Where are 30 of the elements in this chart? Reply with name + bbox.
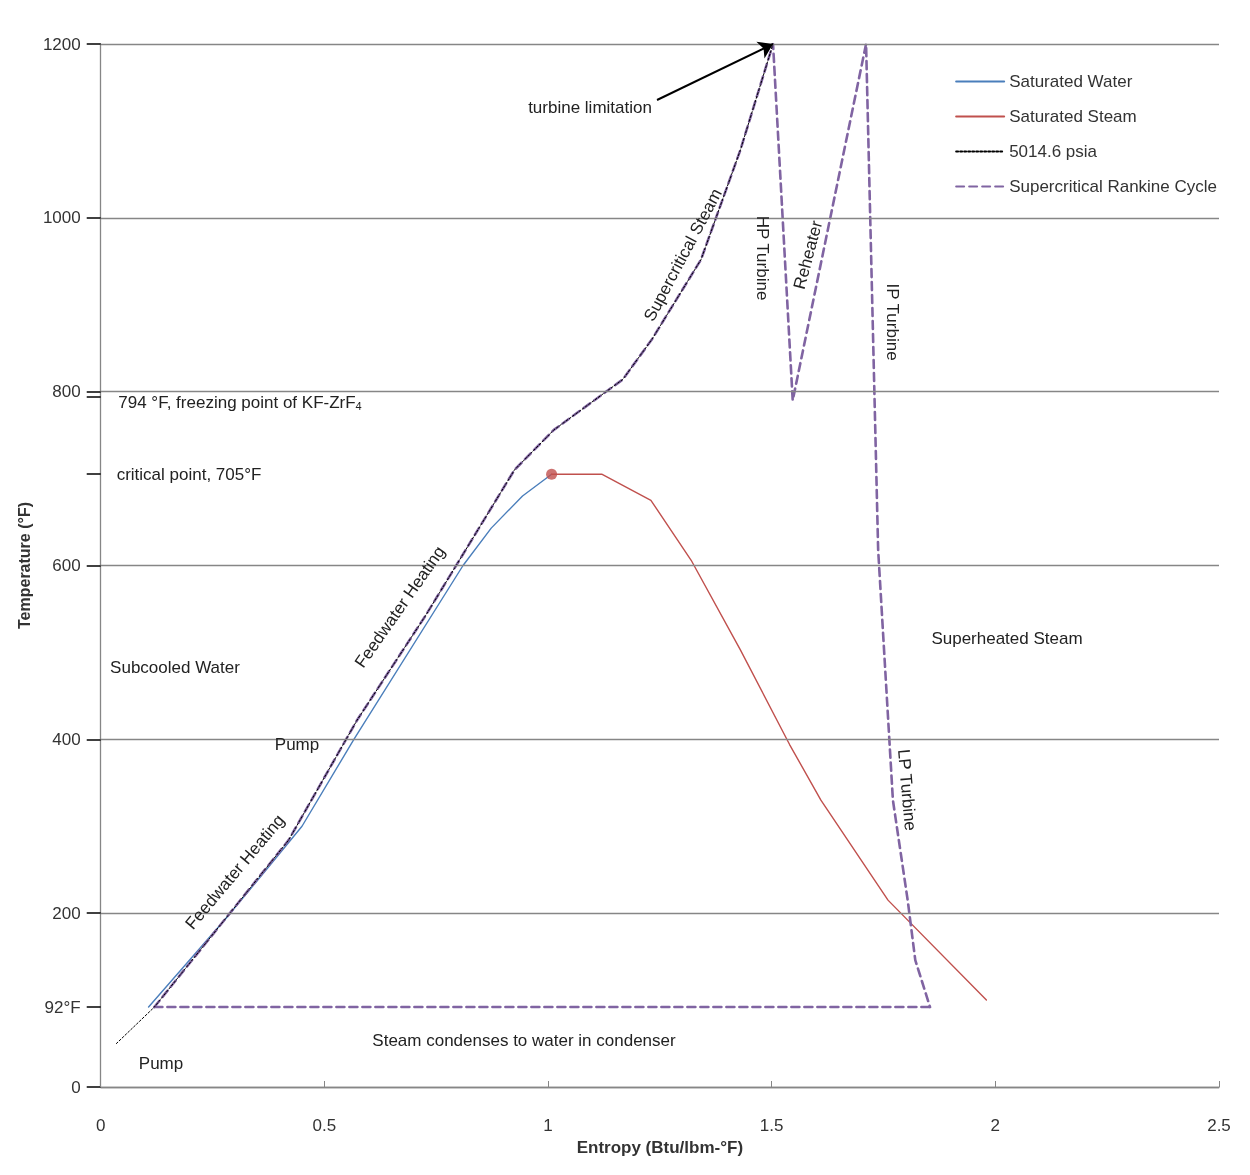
x-tick-label: 2.5 — [1207, 1116, 1231, 1135]
legend-label: Supercritical Rankine Cycle — [1009, 177, 1218, 196]
x-tick-label: 0.5 — [312, 1116, 337, 1135]
annotation: Pump — [274, 734, 320, 754]
x-tick-label: 0 — [95, 1116, 106, 1135]
legend-label: Saturated Steam — [1009, 107, 1137, 126]
y-tick-label: 0 — [71, 1077, 81, 1097]
y-tick-label: 1000 — [42, 208, 81, 228]
x-tick-label: 2 — [990, 1116, 1001, 1135]
annotation: LP Turbine — [893, 748, 921, 832]
annotation: Pump — [138, 1053, 184, 1073]
annotation: HP Turbine — [752, 215, 772, 301]
annotation: turbine limitation — [528, 97, 652, 117]
x-tick-label: 1 — [543, 1116, 553, 1135]
annotation: Steam condenses to water in condenser — [372, 1030, 677, 1050]
y-tick-label: 1200 — [42, 34, 81, 54]
y-tick-label: 200 — [52, 903, 81, 923]
annotation: IP Turbine — [882, 283, 902, 361]
y-tick-label: 92°F — [44, 997, 81, 1017]
annotation: Superheated Steam — [931, 628, 1083, 648]
y-tick-label: 600 — [52, 556, 81, 575]
y-axis-title: Temperature (°F) — [15, 501, 33, 630]
x-axis-title: Entropy (Btu/lbm-°F) — [576, 1137, 744, 1157]
legend-label: Saturated Water — [1009, 72, 1133, 91]
x-tick-label: 1.5 — [759, 1116, 784, 1135]
y-tick-label: 800 — [52, 382, 81, 402]
annotation: Subcooled Water — [110, 657, 241, 677]
legend-label: 5014.6 psia — [1009, 142, 1098, 161]
y-tick-label: 400 — [52, 729, 81, 749]
annotation: critical point, 705°F — [116, 464, 262, 484]
